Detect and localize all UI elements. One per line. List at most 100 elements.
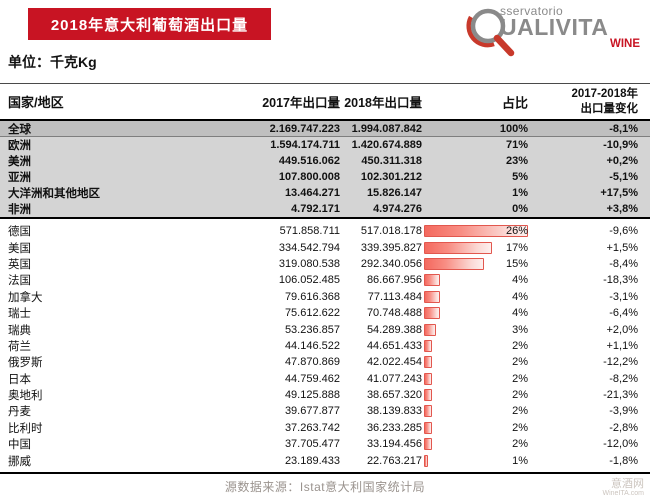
table-row: 法国 106.052.485 86.667.956 4% -18,3%: [0, 272, 650, 289]
table-row: 挪威 23.189.433 22.763.217 1% -1,8%: [0, 452, 650, 469]
share-label: 1%: [512, 187, 528, 199]
value-2018: 38.139.833: [366, 405, 422, 418]
page-title: 2018年意大利葡萄酒出口量: [50, 16, 249, 34]
value-2018: 41.077.243: [366, 372, 422, 385]
share-cell: 4%: [422, 289, 534, 305]
logo-wine-label: WINE: [609, 38, 640, 50]
share-label: 2%: [512, 438, 528, 451]
header-change-line1: 2017-2018年: [571, 88, 639, 101]
value-2017: 106.052.485: [278, 274, 340, 287]
share-cell: 2%: [422, 387, 534, 403]
share-cell: 4%: [422, 272, 534, 288]
share-cell: 2%: [422, 338, 534, 354]
share-label: 1%: [512, 454, 528, 467]
value-2017: 39.677.877: [284, 405, 340, 418]
table-row: 比利时 37.263.742 36.233.285 2% -2,8%: [0, 419, 650, 437]
table-row: 瑞典 53.236.857 54.289.388 3% +2,0%: [0, 321, 650, 338]
change-value: +0,2%: [606, 155, 639, 167]
value-2018: 450.311.318: [361, 155, 422, 167]
change-value: +1,5%: [606, 241, 639, 254]
share-label: 2%: [512, 405, 528, 418]
row-name: 全球: [8, 123, 31, 136]
share-bar: [424, 421, 432, 434]
share-cell: 2%: [422, 403, 534, 419]
change-value: -2,8%: [609, 421, 638, 434]
watermark-site-name: 意酒网: [611, 478, 644, 491]
source-note: 源数据来源：Istat意大利国家统计局: [224, 480, 426, 494]
table-row: 大洋洲和其他地区 13.464.271 15.826.147 1% +17,5%: [0, 185, 650, 201]
share-cell: 0%: [422, 201, 534, 217]
share-bar: [424, 356, 432, 369]
share-cell: 1%: [422, 452, 534, 468]
countries-section: 德国 571.858.711 517.018.178 26% -9,6% 美国 …: [0, 219, 650, 474]
table-row: 欧洲 1.594.174.711 1.420.674.889 71% -10,9…: [0, 137, 650, 153]
share-label: 71%: [505, 139, 528, 151]
share-label: 5%: [512, 171, 528, 183]
table-row: 奥地利 49.125.888 38.657.320 2% -21,3%: [0, 386, 650, 404]
header-change-line2: 出口量变化: [580, 102, 639, 115]
change-value: -12,0%: [603, 438, 638, 451]
magnifier-icon: [466, 8, 515, 57]
share-bar: [424, 290, 440, 303]
value-2018: 33.194.456: [366, 438, 422, 451]
value-2017: 47.870.869: [284, 356, 340, 369]
change-value: -21,3%: [603, 389, 638, 402]
change-value: +17,5%: [600, 187, 638, 199]
table-row: 美国 334.542.794 339.395.827 17% +1,5%: [0, 239, 650, 256]
table-row: 美洲 449.516.062 450.311.318 23% +0,2%: [0, 153, 650, 169]
share-label: 3%: [512, 323, 528, 336]
change-value: +3,8%: [606, 203, 639, 215]
row-name: 大洋洲和其他地区: [8, 188, 100, 200]
change-value: -8,4%: [609, 257, 638, 270]
watermark: 意酒网 WineITA.com: [603, 478, 645, 498]
watermark-site-url: WineITA.com: [602, 490, 645, 498]
row-name: 美洲: [8, 156, 31, 168]
export-table: 国家/地区 2017年出口量 2018年出口量 占比 2017-2018年 出口…: [0, 83, 650, 474]
row-name: 德国: [8, 226, 31, 239]
row-name: 荷兰: [8, 340, 31, 353]
share-bar: [424, 323, 436, 336]
logo-text: sservatorio UALIVITA WINE: [500, 4, 640, 50]
change-value: -3,1%: [609, 290, 638, 303]
change-value: -3,9%: [609, 405, 638, 418]
share-label: 2%: [512, 372, 528, 385]
row-name: 比利时: [8, 422, 43, 435]
share-cell: 2%: [422, 436, 534, 452]
share-label: 4%: [512, 274, 528, 287]
table-row: 中国 37.705.477 33.194.456 2% -12,0%: [0, 436, 650, 453]
value-2017: 44.759.462: [284, 372, 340, 385]
value-2018: 44.651.433: [366, 339, 422, 352]
value-2018: 70.748.488: [366, 307, 422, 320]
value-2018: 102.301.212: [360, 171, 422, 183]
share-label: 2%: [512, 339, 528, 352]
value-2017: 319.080.538: [278, 257, 340, 270]
change-value: -10,9%: [603, 139, 638, 151]
table-row: 丹麦 39.677.877 38.139.833 2% -3,9%: [0, 403, 650, 420]
share-label: 26%: [505, 225, 528, 238]
regions-section: 全球 2.169.747.223 1.994.087.842 100% -8,1…: [0, 121, 650, 219]
change-value: -18,3%: [603, 274, 638, 287]
share-bar: [424, 307, 440, 320]
change-value: +1,1%: [606, 339, 639, 352]
share-cell: 17%: [422, 239, 534, 255]
change-value: -6,4%: [609, 307, 638, 320]
value-2018: 86.667.956: [366, 274, 422, 287]
row-name: 奥地利: [8, 390, 43, 403]
table-row: 加拿大 79.616.368 77.113.484 4% -3,1%: [0, 288, 650, 305]
row-name: 法国: [8, 275, 31, 288]
share-cell: 5%: [422, 169, 534, 185]
row-name: 亚洲: [8, 172, 31, 184]
value-2018: 4.974.276: [373, 203, 422, 215]
header-2017: 2017年出口量: [262, 96, 340, 110]
table-row: 瑞士 75.612.622 70.748.488 4% -6,4%: [0, 304, 650, 322]
value-2018: 292.340.056: [360, 257, 422, 270]
share-bar: [424, 389, 432, 402]
share-label: 15%: [505, 257, 528, 270]
share-cell: 1%: [422, 185, 534, 201]
table-row: 英国 319.080.538 292.340.056 15% -8,4%: [0, 255, 650, 273]
change-value: -12,2%: [603, 356, 638, 369]
value-2018: 54.289.388: [366, 323, 422, 336]
share-cell: 3%: [422, 321, 534, 337]
share-label: 4%: [512, 290, 528, 303]
